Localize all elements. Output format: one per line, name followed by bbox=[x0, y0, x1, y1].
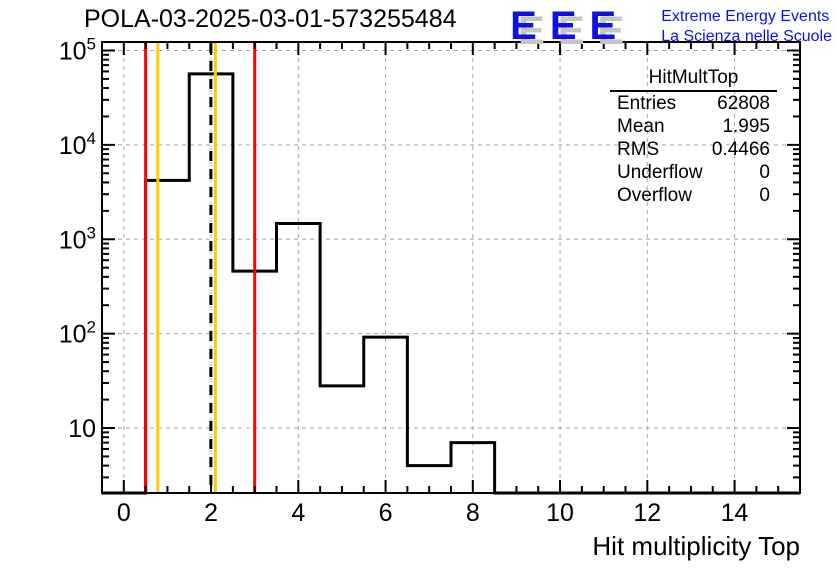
y-tick-label: 102 bbox=[59, 318, 96, 349]
x-tick-label: 4 bbox=[291, 499, 305, 527]
x-tick-label: 10 bbox=[546, 499, 574, 527]
plot-title: POLA-03-2025-03-01-573255484 bbox=[84, 5, 457, 33]
stats-row: Overflow 0 bbox=[610, 184, 777, 207]
stats-row: RMS 0.4466 bbox=[610, 138, 777, 161]
x-tick-label: 14 bbox=[721, 499, 749, 527]
stats-box-rows: Entries 62808 Mean 1.995 RMS 0.4466 Underflow 0… bbox=[610, 92, 777, 207]
y-tick-label: 10 bbox=[68, 415, 96, 443]
histogram-line bbox=[102, 72, 800, 495]
stats-box-title: HitMultTop bbox=[610, 66, 777, 92]
y-tick-label: 104 bbox=[59, 129, 96, 160]
x-tick-label: 8 bbox=[466, 499, 480, 527]
stats-row-value: 0.4466 bbox=[711, 139, 770, 160]
stats-row: Mean 1.995 bbox=[610, 115, 777, 138]
stats-row-label: Mean bbox=[617, 116, 665, 137]
x-tick-label: 0 bbox=[117, 499, 131, 527]
axes-frame bbox=[101, 41, 801, 494]
stats-row: Underflow 0 bbox=[610, 161, 777, 184]
stats-row-value: 1.995 bbox=[722, 116, 770, 137]
stats-row-label: Entries bbox=[617, 93, 677, 114]
stats-row-value: 0 bbox=[759, 162, 770, 183]
eee-logo: EEE Extreme Energy Events La Scienza nel… bbox=[510, 4, 832, 47]
eee-logo-text: Extreme Energy Events La Scienza nelle S… bbox=[661, 7, 832, 47]
stats-row-value: 62808 bbox=[717, 93, 770, 114]
stats-row-label: Overflow bbox=[617, 185, 692, 206]
y-tick-label: 105 bbox=[59, 34, 96, 65]
eee-logo-line2: La Scienza nelle Scuole bbox=[661, 28, 832, 45]
x-axis-title: Hit multiplicity Top bbox=[592, 531, 800, 561]
eee-logo-letters: EEE bbox=[510, 4, 630, 48]
x-tick-label: 2 bbox=[204, 499, 218, 527]
stats-row-label: Underflow bbox=[617, 162, 703, 183]
marker-lines bbox=[144, 43, 257, 492]
eee-logo-line1: Extreme Energy Events bbox=[661, 8, 830, 25]
stats-row: Entries 62808 bbox=[610, 92, 777, 115]
x-tick-label: 6 bbox=[379, 499, 393, 527]
x-tick-label: 12 bbox=[633, 499, 661, 527]
stats-box: HitMultTop Entries 62808 Mean 1.995 RMS 0.446… bbox=[610, 66, 777, 207]
stats-row-label: RMS bbox=[617, 139, 660, 160]
y-tick-label: 103 bbox=[59, 223, 96, 254]
axis-tick-labels: 0 2 4 6 8 10 12 14 10 102 103 104 105 bbox=[59, 34, 749, 527]
stats-row-value: 0 bbox=[759, 185, 770, 206]
